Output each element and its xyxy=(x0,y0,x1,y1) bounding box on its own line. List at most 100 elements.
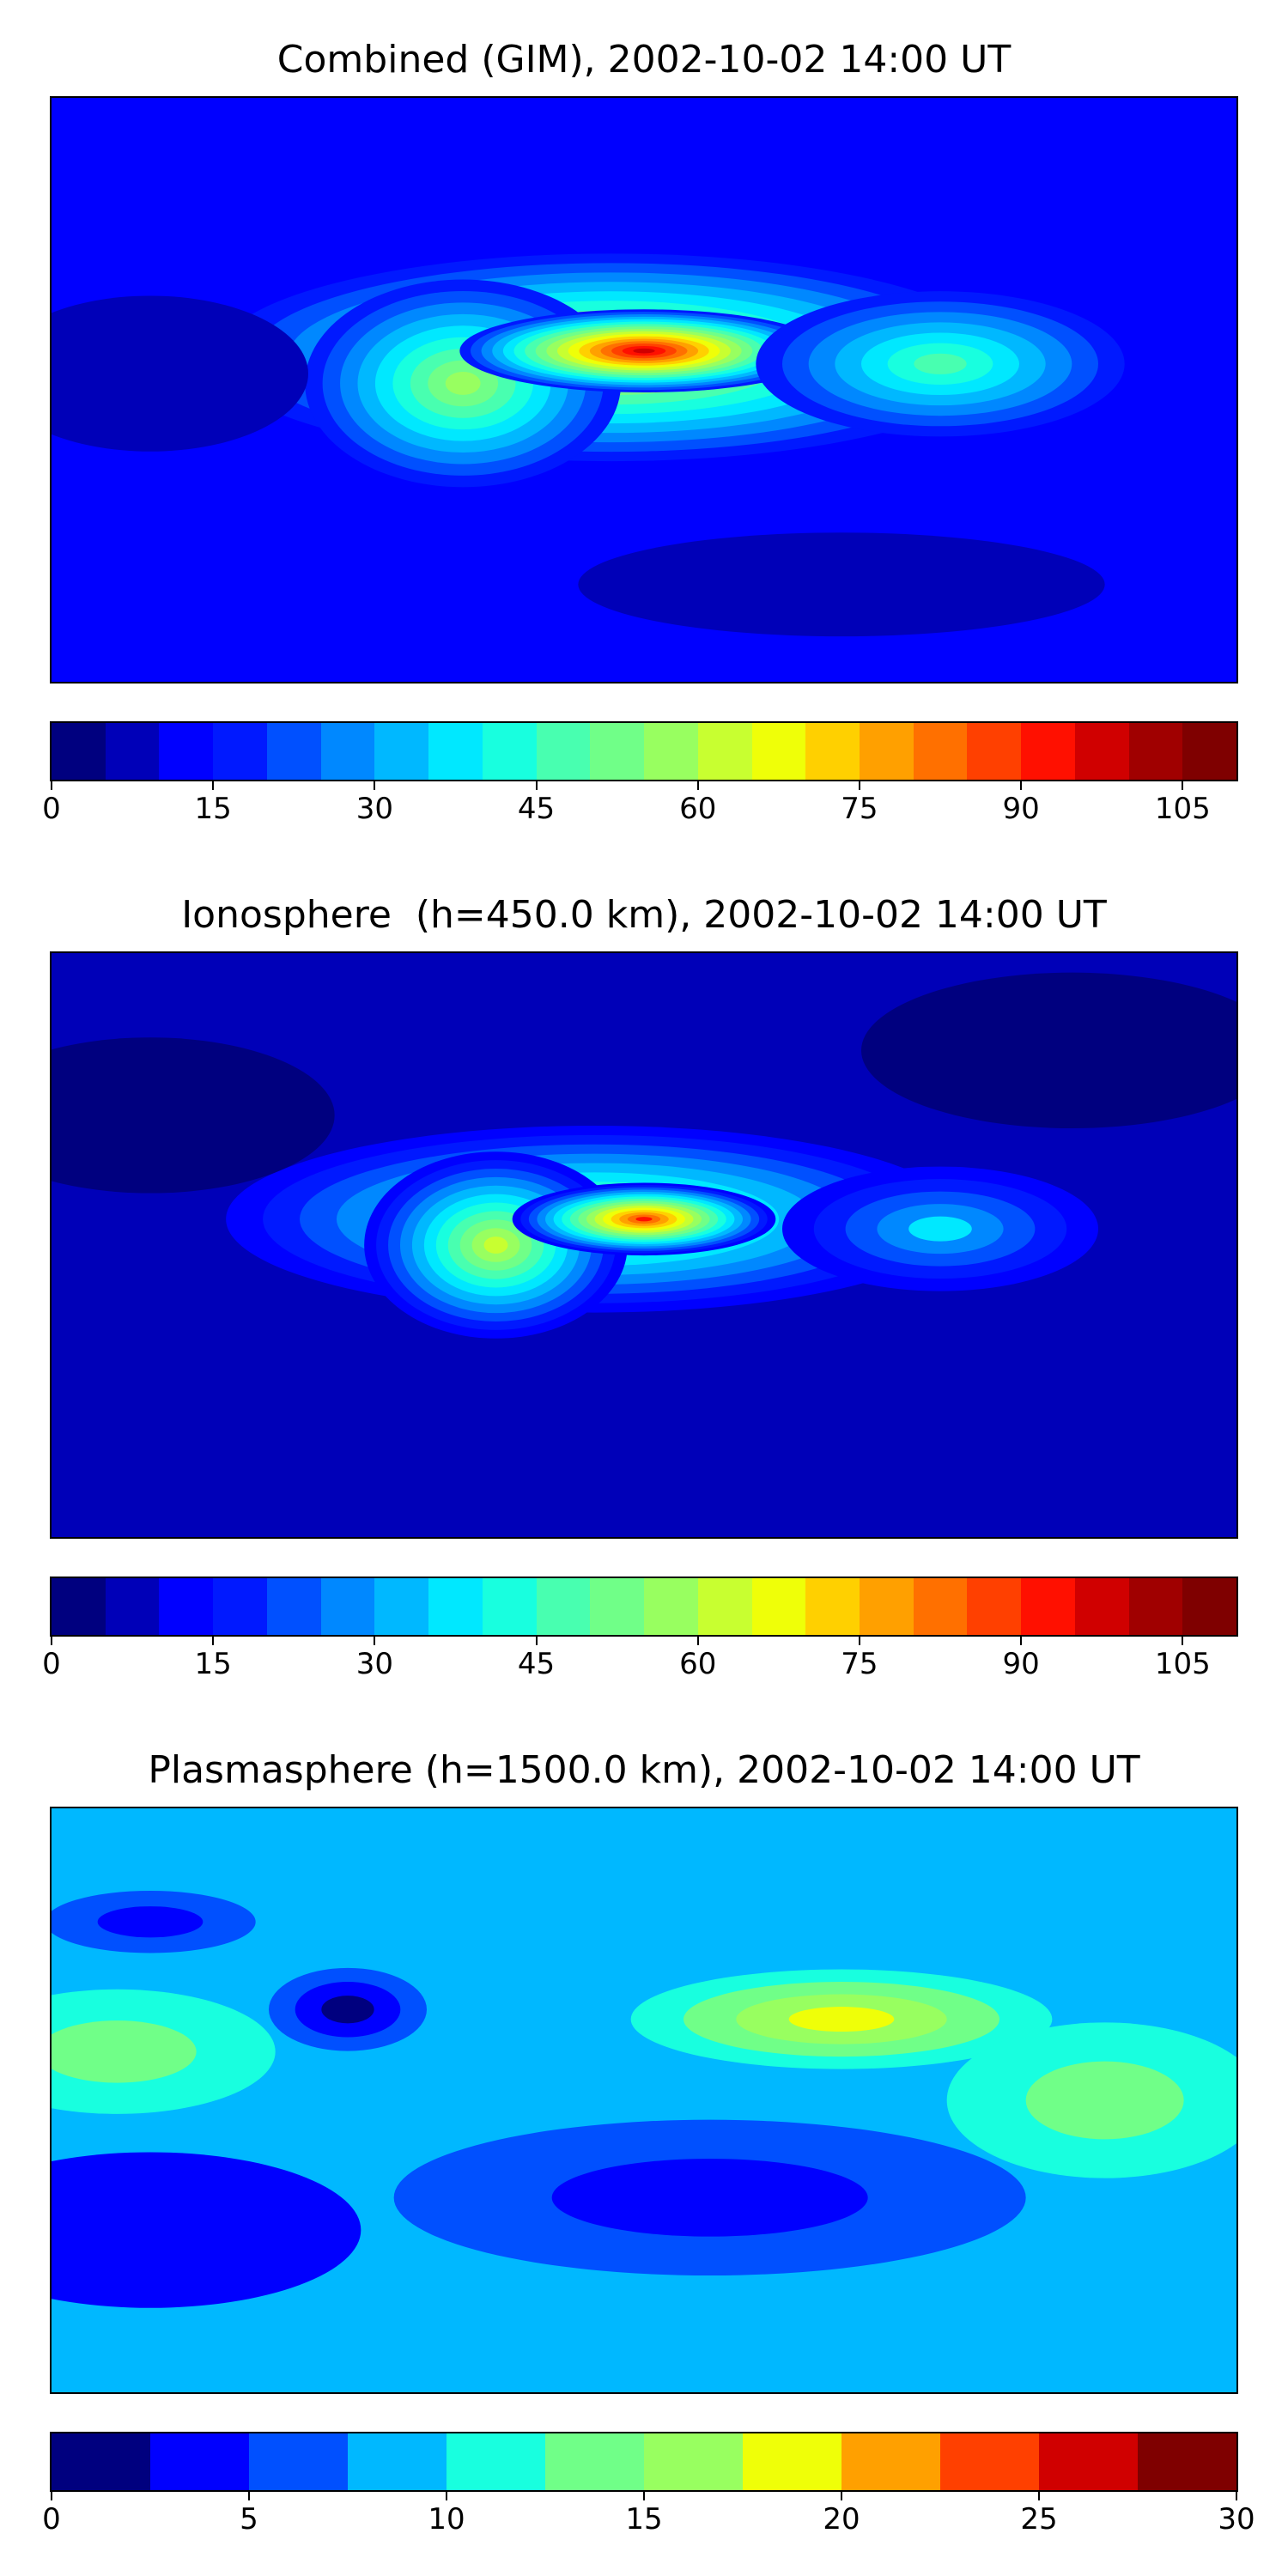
panel-2-colorbar-bin xyxy=(320,1578,375,1635)
panel-2-colorbar-tick xyxy=(696,1637,699,1645)
panel-2-colorbar-bin xyxy=(913,1578,968,1635)
panel-2-colorbar-tick xyxy=(858,1637,860,1645)
panel-3-colorbar-bin xyxy=(348,2433,447,2490)
panel-1-colorbar-bin xyxy=(1128,723,1183,780)
panel-1-colorbar-bin xyxy=(213,723,267,780)
panel-1-colorbar-tick xyxy=(212,781,215,790)
panel-2-colorbar-bin xyxy=(860,1578,914,1635)
panel-1-colorbar-ticks: 0 15 30 45 60 75 90 105 xyxy=(42,781,1236,826)
panel-1-colorbar-tick-label: 60 xyxy=(679,792,717,826)
panel-2-colorbar-tick-label: 15 xyxy=(194,1647,232,1681)
panel-1-colorbar-bin xyxy=(1182,723,1237,780)
panel-1-colorbar-bin xyxy=(1021,723,1075,780)
panel-1-colorbar-bin xyxy=(697,723,752,780)
panel-1-colorbar-tick-label: 45 xyxy=(517,792,556,826)
panel-2-contour-region xyxy=(861,972,1236,1128)
panel-1-colorbar-bin xyxy=(644,723,698,780)
panel-2-colorbar-bin xyxy=(159,1578,214,1635)
panel-2-colorbar xyxy=(50,1577,1238,1637)
panel-3-colorbar-tick-label: 5 xyxy=(240,2502,258,2537)
panel-1-colorbar-bin xyxy=(536,723,591,780)
panel-1-colorbar-bin xyxy=(967,723,1022,780)
panel-3-colorbar-tick xyxy=(446,2492,447,2500)
panel-3-title: Plasmasphere (h=1500.0 km), 2002-10-02 1… xyxy=(148,1748,1140,1792)
panel-2-colorbar-bin xyxy=(697,1578,752,1635)
panel-3-colorbar-bin xyxy=(52,2433,150,2490)
panel-2-contour-region xyxy=(635,1217,653,1222)
panel-2-colorbar-bin xyxy=(213,1578,267,1635)
panel-2-colorbar-bin xyxy=(805,1578,860,1635)
panel-1-colorbar-bin xyxy=(913,723,968,780)
panel-1-colorbar-tick-label: 15 xyxy=(194,792,232,826)
panel-1-colorbar-tick-label: 105 xyxy=(1154,792,1211,826)
panel-1-colorbar xyxy=(50,721,1238,781)
panel-3-colorbar-tick-label: 0 xyxy=(42,2502,61,2537)
panel-2-colorbar-tick xyxy=(1020,1637,1023,1645)
panel-1-colorbar-tick xyxy=(535,781,538,790)
panel-2-colorbar-tick xyxy=(1182,1637,1184,1645)
panel-2-colorbar-ticks: 0 15 30 45 60 75 90 105 xyxy=(42,1637,1236,1681)
panel-1-field xyxy=(52,98,1236,682)
panel-2-colorbar-bin xyxy=(428,1578,483,1635)
panel-3-colorbar-bin xyxy=(841,2433,940,2490)
panel-1-colorbar-tick xyxy=(51,781,52,790)
panel-1-colorbar-tick xyxy=(858,781,860,790)
panel-3-colorbar-bin xyxy=(1039,2433,1138,2490)
panel-2-colorbar-tick-label: 105 xyxy=(1154,1647,1211,1681)
panel-1-colorbar-bin xyxy=(482,723,537,780)
panel-2-colorbar-bin xyxy=(1074,1578,1129,1635)
panel-1-colorbar-bin xyxy=(805,723,860,780)
panel-3-colorbar-bin xyxy=(743,2433,841,2490)
panel-2-colorbar-tick-label: 0 xyxy=(42,1647,61,1681)
panel-3-colorbar-tick xyxy=(51,2492,52,2500)
panel-3-colorbar-tick xyxy=(643,2492,645,2500)
panel-3-colorbar-tick-label: 10 xyxy=(428,2502,465,2537)
panel-2-colorbar-tick xyxy=(374,1637,376,1645)
panel-2-colorbar-tick-label: 30 xyxy=(355,1647,393,1681)
panel-3-colorbar-bin xyxy=(447,2433,545,2490)
panel-2-field xyxy=(52,953,1236,1537)
panel-3-map xyxy=(50,1807,1238,2394)
panel-2-map xyxy=(50,951,1238,1539)
panel-3-colorbar-tick xyxy=(1038,2492,1040,2500)
panel-2-colorbar-bin xyxy=(967,1578,1022,1635)
panel-2-contour-region xyxy=(908,1216,972,1242)
panel-1-contour-region xyxy=(633,348,655,354)
panel-3-colorbar-bin xyxy=(1138,2433,1236,2490)
panel-2-colorbar-bin xyxy=(52,1578,106,1635)
panel-1-map xyxy=(50,96,1238,683)
panel-3-colorbar-bin xyxy=(249,2433,348,2490)
panel-3-colorbar-bin xyxy=(940,2433,1039,2490)
panel-1-colorbar-tick-label: 0 xyxy=(42,792,61,826)
panel-2-colorbar-tick-label: 60 xyxy=(679,1647,717,1681)
panel-3-colorbar-tick xyxy=(1236,2492,1237,2500)
panel-1-colorbar-bin xyxy=(860,723,914,780)
panel-2-colorbar-tick xyxy=(212,1637,215,1645)
panel-1-colorbar-tick xyxy=(696,781,699,790)
panel-2-colorbar-tick-label: 90 xyxy=(1002,1647,1040,1681)
panel-2-contour-region xyxy=(52,1037,335,1194)
panel-1-colorbar-bin xyxy=(374,723,429,780)
panel-1-colorbar-bin xyxy=(751,723,806,780)
panel-3-colorbar-tick-label: 30 xyxy=(1218,2502,1255,2537)
panel-1-colorbar-tick xyxy=(1182,781,1184,790)
panel-2-title: Ionosphere (h=450.0 km), 2002-10-02 14:0… xyxy=(181,893,1107,937)
panel-2-colorbar-bin xyxy=(536,1578,591,1635)
panel-3-colorbar-tick-label: 15 xyxy=(625,2502,663,2537)
panel-1-colorbar-tick xyxy=(374,781,376,790)
panel-2-colorbar-bin xyxy=(482,1578,537,1635)
panel-3-contour-region xyxy=(551,2159,868,2237)
panel-3-colorbar-bin xyxy=(644,2433,743,2490)
panel-1-colorbar-bin xyxy=(159,723,214,780)
panel-1-colorbar-tick-label: 90 xyxy=(1002,792,1040,826)
panel-1-contour-region xyxy=(578,532,1105,637)
panel-2-colorbar-bin xyxy=(1182,1578,1237,1635)
panel-1-colorbar-bin xyxy=(320,723,375,780)
panel-1-colorbar-tick xyxy=(1020,781,1023,790)
panel-3-colorbar-tick-label: 25 xyxy=(1020,2502,1058,2537)
panel-2-colorbar-bin xyxy=(374,1578,429,1635)
panel-3-contour-region xyxy=(52,2020,197,2083)
panel-1-contour-region xyxy=(52,295,308,452)
panel-2-colorbar-tick xyxy=(51,1637,52,1645)
panel-3-contour-region xyxy=(52,2152,361,2308)
